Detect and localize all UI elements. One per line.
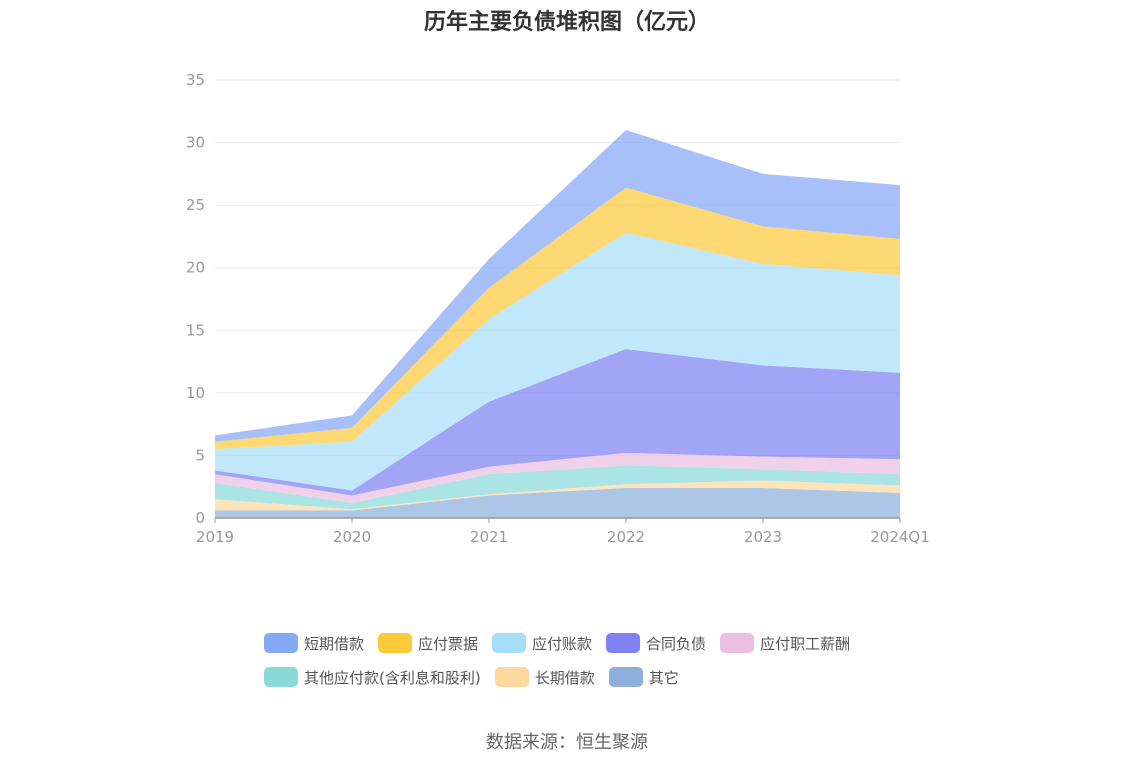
x-tick-label: 2021 [470,528,508,546]
area-series [215,465,900,510]
y-tick-label: 35 [186,71,205,89]
legend-row: 短期借款 应付票据 应付账款 合同负债 应付职工薪酬 [264,630,864,656]
y-tick-label: 15 [186,321,205,339]
legend-swatch [606,633,641,653]
legend-swatch [720,633,755,653]
legend-label: 短期借款 [304,634,365,653]
x-tick-label: 2020 [333,528,371,546]
legend-item[interactable]: 应付票据 [378,630,478,656]
stacked-area-chart: 0 5 10 15 20 25 30 35 2019 2020 2021 2022 2023 2024Q1 [186,71,930,546]
legend-item[interactable]: 长期借款 [494,664,595,690]
legend-swatch [264,633,298,653]
legend-item[interactable]: 其它 [608,664,679,690]
x-tick-label: 2023 [744,528,782,546]
y-tick-label: 0 [195,509,205,527]
y-tick-label: 30 [186,134,205,152]
legend-label: 应付账款 [532,634,593,653]
legend-label: 合同负债 [646,634,707,653]
area-series [215,232,900,491]
legend-label: 长期借款 [534,668,595,687]
area-series [215,187,900,450]
y-tick-label: 20 [186,259,205,277]
legend-swatch [378,633,413,653]
legend-item[interactable]: 其他应付款(含利息和股利) [264,664,481,690]
data-source: 数据来源：恒生聚源 [486,732,648,753]
x-tick-label: 2019 [196,528,234,546]
legend-label: 应付职工薪酬 [760,634,851,653]
legend-item[interactable]: 应付账款 [492,630,592,656]
area-series [215,130,900,442]
legend-item[interactable]: 应付职工薪酬 [720,630,850,656]
legend-label: 应付票据 [418,634,479,653]
x-tick-label: 2024Q1 [870,528,930,546]
legend-swatch [492,633,527,653]
legend-swatch [264,667,298,687]
area-series [215,349,900,496]
legend-item[interactable]: 短期借款 [264,630,364,656]
legend-row: 其他应付款(含利息和股利) 长期借款 其它 [264,664,693,690]
chart-title: 历年主要负债堆积图（亿元） [423,10,710,35]
area-series [215,452,900,503]
y-tick-label: 10 [186,384,205,402]
area-series [215,487,900,518]
y-tick-label: 25 [186,196,205,214]
area-series [215,480,900,511]
legend-swatch [608,667,643,687]
legend-label: 其他应付款(含利息和股利) [304,668,481,687]
x-tick-label: 2022 [607,528,645,546]
legend-item[interactable]: 合同负债 [606,630,706,656]
legend-label: 其它 [648,668,679,687]
legend-swatch [494,667,529,687]
y-tick-label: 5 [195,446,205,464]
